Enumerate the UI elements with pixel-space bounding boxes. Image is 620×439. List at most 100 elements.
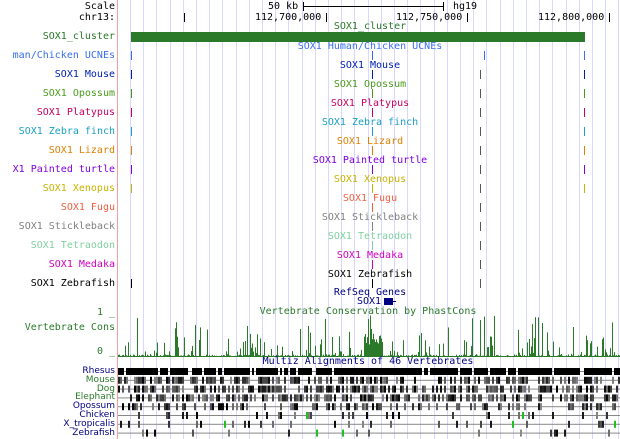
alignment-block [442, 368, 444, 375]
species-label[interactable]: Rhesus [82, 366, 115, 376]
cons-bar [471, 346, 472, 357]
alignment-block [232, 403, 234, 411]
cons-bar [481, 356, 482, 357]
element-feature[interactable] [480, 89, 481, 98]
alignment-block [548, 385, 550, 393]
element-feature[interactable] [372, 184, 373, 193]
track-label[interactable]: SOX1 Stickleback [18, 221, 115, 232]
alignment-block [378, 403, 380, 411]
track-label[interactable]: SOX1 Zebra finch [18, 126, 115, 137]
alignment-block [138, 412, 140, 419]
species-label[interactable]: Dog [96, 383, 115, 394]
element-feature[interactable] [131, 184, 132, 193]
element-feature[interactable] [584, 89, 585, 98]
cons-bar [502, 355, 503, 357]
cons-bar [121, 355, 122, 357]
track-label[interactable]: SOX1 Medaka [48, 259, 115, 270]
gene-label-sox1[interactable]: SOX1 [357, 296, 382, 307]
track-label[interactable]: SOX1 Tetraodon [30, 240, 115, 251]
element-feature[interactable] [480, 108, 481, 117]
alignment-block [250, 385, 252, 393]
track-label[interactable]: SOX1 Fugu [60, 202, 115, 213]
track-label[interactable]: SOX1 Zebrafish [30, 278, 115, 289]
species-label[interactable]: Zebrafish [72, 427, 115, 438]
element-feature[interactable] [372, 146, 373, 155]
cons-bar [470, 354, 471, 357]
element-feature[interactable] [480, 127, 481, 136]
alignment-block [194, 376, 196, 384]
alignment-block [136, 403, 138, 411]
element-feature[interactable] [372, 203, 373, 212]
element-feature[interactable] [372, 165, 373, 174]
element-feature[interactable] [131, 127, 132, 136]
element-feature[interactable] [584, 184, 585, 193]
element-feature[interactable] [131, 70, 132, 79]
element-feature[interactable] [480, 146, 481, 155]
element-feature[interactable] [372, 279, 373, 288]
element-feature[interactable] [484, 51, 485, 60]
cons-bar [125, 345, 126, 357]
element-feature[interactable] [480, 70, 481, 79]
element-feature[interactable] [480, 279, 481, 288]
track-label[interactable]: man/Chicken UCNEs [12, 50, 115, 61]
track-label[interactable]: SOX1 Platypus [36, 107, 115, 118]
species-label[interactable]: Chicken [79, 410, 115, 420]
cluster-track-label[interactable]: SOX1_cluster [42, 31, 115, 42]
alignment-block [564, 429, 566, 437]
track-label[interactable]: SOX1 Mouse [54, 69, 115, 80]
alignment-block [272, 394, 274, 402]
element-feature[interactable] [372, 127, 373, 136]
element-feature[interactable] [480, 165, 481, 174]
element-feature[interactable] [131, 51, 132, 60]
alignment-block [598, 403, 600, 411]
element-feature[interactable] [584, 127, 585, 136]
cluster-feature[interactable] [131, 32, 585, 42]
element-feature[interactable] [584, 70, 585, 79]
alignment-block [162, 385, 164, 393]
species-label[interactable]: Elephant [75, 392, 115, 403]
element-feature[interactable] [372, 260, 373, 269]
cons-bar [421, 333, 422, 357]
species-label[interactable]: Mouse [85, 374, 115, 385]
multiz-alignment[interactable] [118, 367, 620, 439]
alignment-block [136, 368, 138, 375]
element-feature[interactable] [480, 184, 481, 193]
alignment-block [264, 403, 266, 411]
element-feature[interactable] [372, 89, 373, 98]
alignment-block [480, 394, 482, 402]
element-feature[interactable] [372, 70, 373, 79]
element-feature[interactable] [480, 241, 481, 250]
alignment-block [528, 394, 530, 402]
cons-bar [462, 356, 463, 357]
element-feature[interactable] [131, 279, 132, 288]
element-feature[interactable] [131, 146, 132, 155]
element-feature[interactable] [480, 260, 481, 269]
element-feature[interactable] [372, 108, 373, 117]
species-label[interactable]: X_tropicalis [63, 418, 115, 429]
element-feature[interactable] [131, 89, 132, 98]
element-feature[interactable] [372, 241, 373, 250]
element-feature[interactable] [131, 108, 132, 117]
element-feature[interactable] [131, 165, 132, 174]
track-label[interactable]: SOX1 Opossum [42, 88, 115, 99]
alignment-block [392, 385, 394, 393]
element-feature[interactable] [480, 222, 481, 231]
track-label[interactable]: X1 Painted turtle [12, 164, 115, 175]
element-feature[interactable] [372, 51, 373, 60]
cons-bar [473, 355, 474, 357]
element-feature[interactable] [372, 222, 373, 231]
element-feature[interactable] [584, 165, 585, 174]
cons-track-label[interactable]: Vertebrate Cons [24, 322, 115, 333]
species-label[interactable]: Opossum [72, 401, 115, 412]
alignment-block [562, 368, 564, 375]
element-feature[interactable] [584, 146, 585, 155]
alignment-block [236, 376, 238, 384]
track-label[interactable]: SOX1 Xenopus [42, 183, 115, 194]
alignment-block [454, 376, 456, 384]
element-feature[interactable] [480, 203, 481, 212]
element-feature[interactable] [584, 108, 585, 117]
conservation-wiggle[interactable] [118, 315, 620, 358]
track-label[interactable]: SOX1 Lizard [48, 145, 115, 156]
element-feature[interactable] [584, 51, 585, 60]
